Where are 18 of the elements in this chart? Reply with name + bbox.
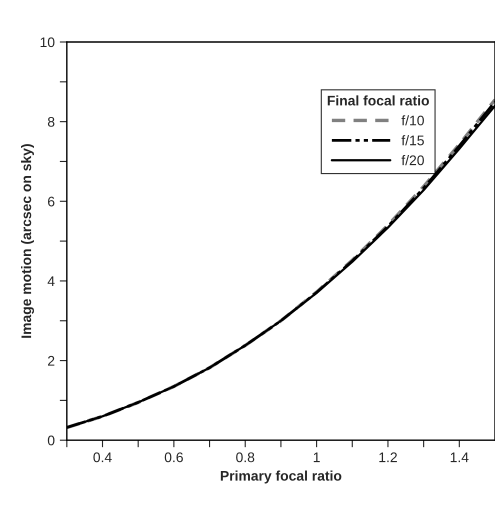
- y-tick-label: 4: [48, 276, 55, 286]
- y-tick-label: 8: [48, 116, 54, 127]
- legend-label: f/10: [402, 115, 424, 126]
- y-tick-label: 10: [40, 37, 54, 48]
- legend-title: Final focal ratio: [328, 95, 429, 106]
- x-tick-label: 1.2: [379, 452, 397, 462]
- x-axis-title: Primary focal ratio: [220, 470, 342, 484]
- x-tick-label: 0.6: [164, 452, 183, 462]
- x-tick-label: 1.4: [450, 452, 469, 462]
- y-tick-label: 6: [48, 196, 54, 206]
- x-tick-label: 0.4: [93, 452, 112, 462]
- y-tick-label: 0: [48, 436, 54, 446]
- x-tick-label: 0.8: [236, 452, 254, 462]
- legend-label: f/20: [402, 155, 424, 166]
- x-tick-label: 1: [314, 452, 320, 462]
- y-tick-label: 2: [48, 356, 54, 366]
- y-axis-title: Image motion (arcsec on sky): [21, 144, 34, 338]
- legend-label: f/15: [402, 135, 424, 146]
